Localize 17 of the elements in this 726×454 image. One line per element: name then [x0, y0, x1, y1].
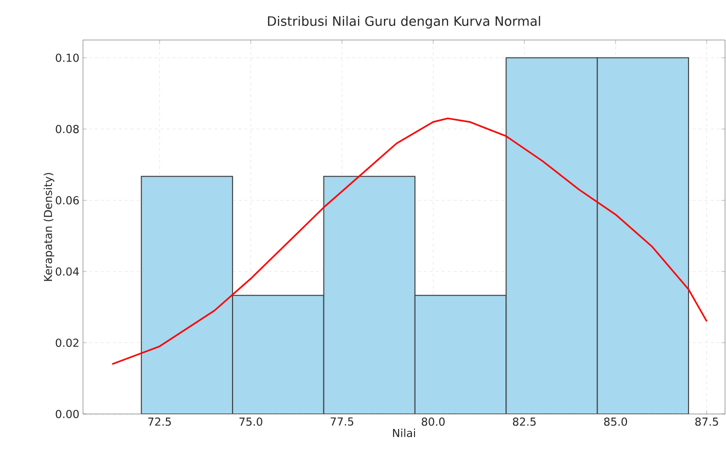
x-tick-label: 72.5: [148, 418, 171, 426]
x-tick-label: 82.5: [512, 418, 536, 426]
y-axis-title: Kerapatan (Density): [44, 172, 54, 281]
x-axis-title: Nilai: [393, 428, 416, 438]
x-tick-label: 87.5: [695, 418, 718, 426]
y-tick-label: 0.02: [56, 338, 78, 347]
x-tick-label: 77.5: [330, 418, 354, 426]
y-tick-label: 0.08: [56, 124, 79, 134]
chart-title: Distribusi Nilai Guru dengan Kurva Normal: [268, 16, 540, 28]
y-tick-label: 0.00: [56, 410, 79, 418]
y-tick-label: 0.06: [56, 196, 79, 204]
y-tick-label: 0.04: [56, 267, 79, 276]
x-tick-label: 80.0: [422, 418, 445, 426]
x-tick-label: 75.0: [240, 418, 262, 426]
x-tick-label: 85.0: [604, 418, 628, 426]
y-tick-label: 0.10: [56, 54, 79, 62]
line-series: [111, 118, 708, 365]
